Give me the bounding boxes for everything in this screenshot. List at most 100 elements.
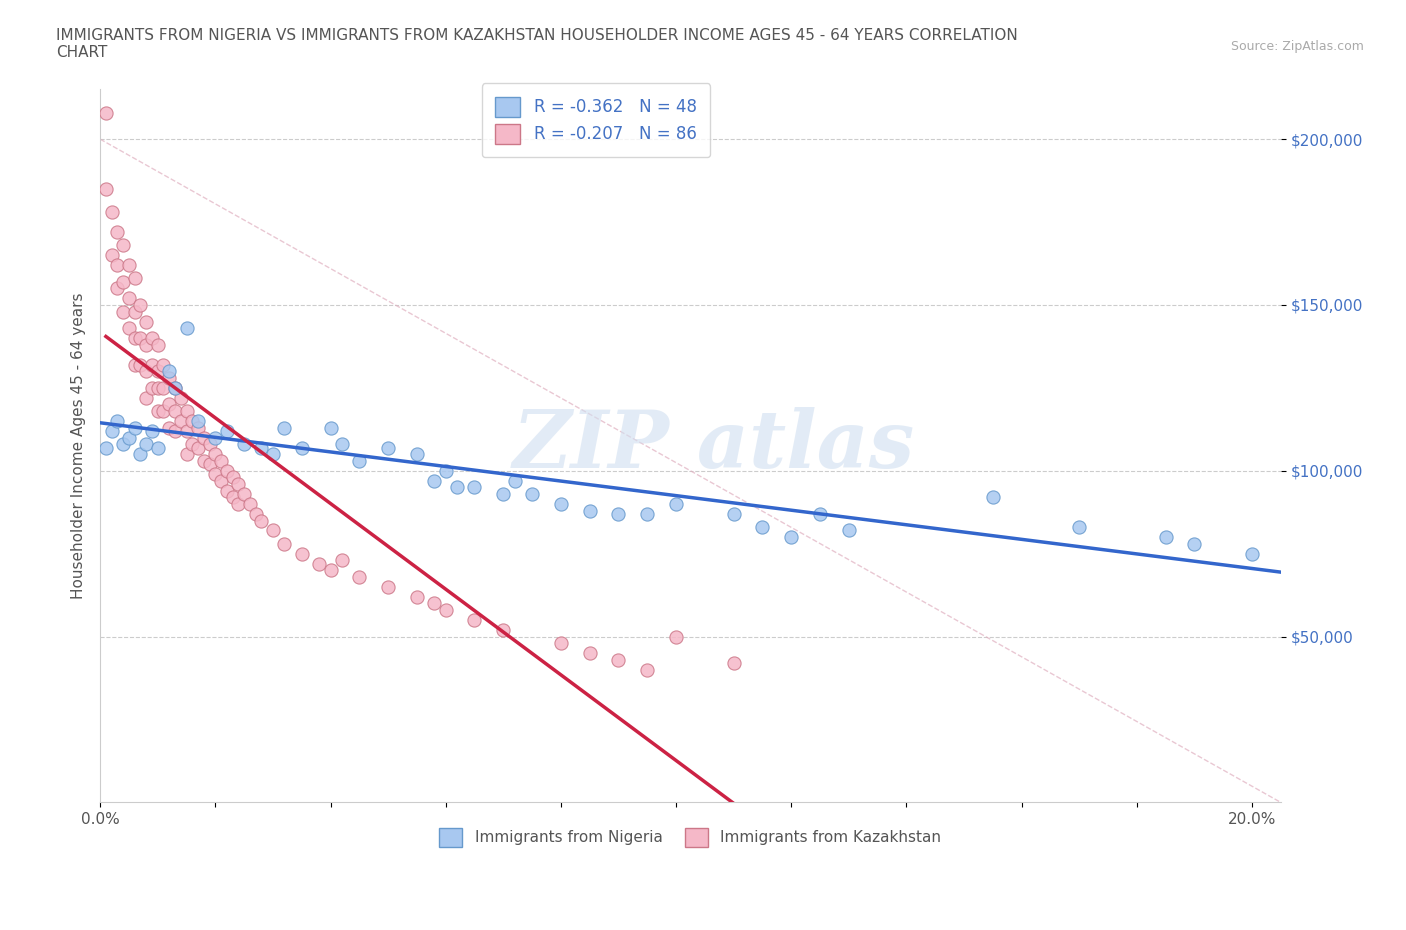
Point: [198, 437, 221, 452]
Point: [118, 321, 141, 336]
Point: [157, 364, 180, 379]
Point: [215, 463, 238, 478]
Point: [434, 463, 457, 478]
Point: [94, 105, 117, 120]
Point: [152, 357, 174, 372]
Point: [146, 338, 169, 352]
Point: [423, 596, 446, 611]
Point: [204, 446, 226, 461]
Point: [135, 391, 157, 405]
Point: [124, 420, 146, 435]
Point: [377, 579, 399, 594]
Point: [262, 523, 284, 538]
Point: [193, 454, 215, 469]
Point: [780, 530, 803, 545]
Point: [330, 552, 353, 567]
Point: [273, 537, 295, 551]
Point: [349, 454, 371, 469]
Point: [107, 224, 129, 239]
Point: [94, 440, 117, 455]
Point: [163, 423, 186, 438]
Point: [291, 546, 314, 561]
Point: [665, 497, 688, 512]
Point: [118, 258, 141, 272]
Point: [112, 238, 135, 253]
Point: [135, 437, 157, 452]
Point: [129, 331, 152, 346]
Point: [107, 258, 129, 272]
Point: [262, 446, 284, 461]
Point: [146, 364, 169, 379]
Point: [423, 473, 446, 488]
Point: [146, 404, 169, 418]
Point: [215, 484, 238, 498]
Point: [135, 314, 157, 329]
Point: [446, 480, 468, 495]
Point: [291, 440, 314, 455]
Point: [129, 446, 152, 461]
Point: [434, 603, 457, 618]
Point: [665, 629, 688, 644]
Point: [187, 420, 209, 435]
Point: [723, 507, 745, 522]
Text: Source: ZipAtlas.com: Source: ZipAtlas.com: [1230, 40, 1364, 53]
Point: [492, 486, 515, 501]
Point: [193, 431, 215, 445]
Point: [118, 431, 141, 445]
Point: [1069, 520, 1091, 535]
Point: [406, 590, 429, 604]
Point: [636, 662, 658, 677]
Point: [157, 420, 180, 435]
Point: [221, 470, 243, 485]
Point: [463, 613, 485, 628]
Point: [94, 181, 117, 196]
Point: [228, 497, 250, 512]
Point: [129, 357, 152, 372]
Point: [107, 414, 129, 429]
Point: [607, 507, 630, 522]
Point: [187, 414, 209, 429]
Point: [463, 480, 485, 495]
Point: [100, 205, 122, 219]
Point: [141, 423, 163, 438]
Point: [349, 569, 371, 584]
Point: [330, 437, 353, 452]
Point: [233, 437, 256, 452]
Text: ZIP atlas: ZIP atlas: [513, 407, 915, 485]
Point: [1154, 530, 1177, 545]
Point: [204, 467, 226, 482]
Point: [107, 281, 129, 296]
Point: [129, 298, 152, 312]
Point: [146, 380, 169, 395]
Legend: Immigrants from Nigeria, Immigrants from Kazakhstan: Immigrants from Nigeria, Immigrants from…: [427, 816, 953, 859]
Point: [163, 380, 186, 395]
Point: [209, 473, 232, 488]
Point: [141, 357, 163, 372]
Point: [112, 437, 135, 452]
Point: [308, 556, 330, 571]
Point: [607, 652, 630, 667]
Point: [146, 440, 169, 455]
Point: [228, 476, 250, 491]
Point: [636, 507, 658, 522]
Point: [152, 380, 174, 395]
Point: [141, 331, 163, 346]
Point: [157, 370, 180, 385]
Point: [170, 391, 193, 405]
Point: [239, 497, 262, 512]
Point: [181, 414, 204, 429]
Point: [221, 490, 243, 505]
Point: [176, 321, 198, 336]
Point: [118, 291, 141, 306]
Point: [135, 364, 157, 379]
Point: [112, 274, 135, 289]
Point: [112, 304, 135, 319]
Point: [520, 486, 543, 501]
Y-axis label: Householder Income Ages 45 - 64 years: Householder Income Ages 45 - 64 years: [72, 293, 86, 599]
Point: [215, 423, 238, 438]
Point: [503, 473, 526, 488]
Point: [176, 423, 198, 438]
Point: [981, 490, 1004, 505]
Point: [124, 357, 146, 372]
Point: [204, 431, 226, 445]
